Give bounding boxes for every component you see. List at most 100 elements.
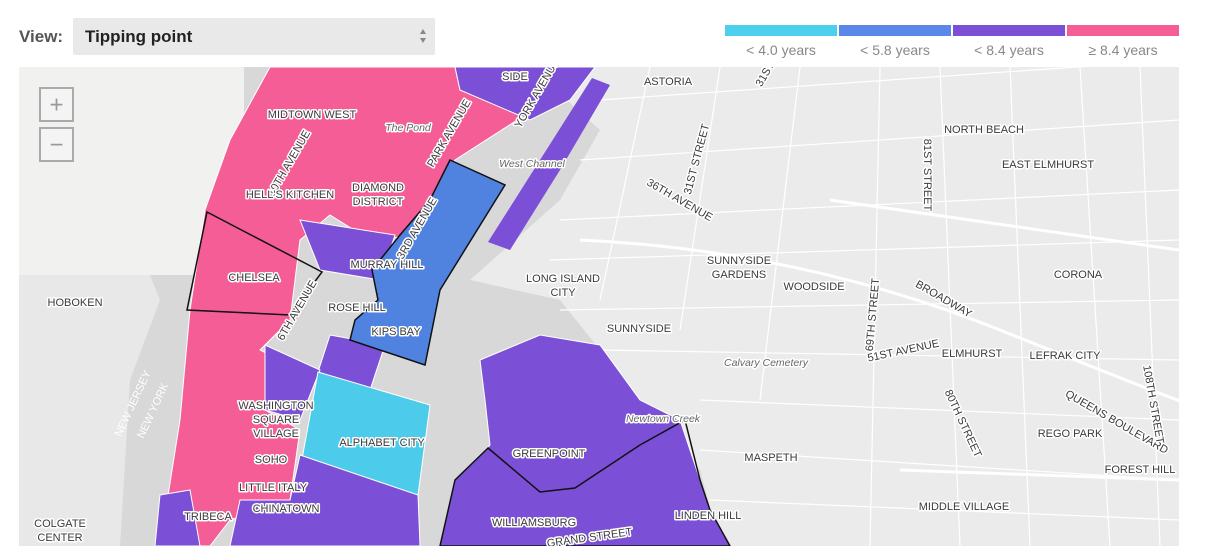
zoom-out[interactable]: − bbox=[49, 132, 63, 159]
map-label: ALPHABET CITY bbox=[339, 437, 425, 449]
map-label: KIPS BAY bbox=[371, 326, 421, 338]
map-label: CHINATOWN bbox=[253, 503, 320, 515]
view-label: View: bbox=[19, 27, 64, 46]
map-label-line: LONG ISLAND bbox=[526, 273, 600, 285]
map-label-line: ROSE HILL bbox=[328, 302, 385, 314]
map-label-line: ALPHABET CITY bbox=[339, 437, 425, 449]
map-label: NORTH BEACH bbox=[944, 124, 1024, 136]
map-label-line: ASTORIA bbox=[644, 76, 693, 88]
map-label-line: CHINATOWN bbox=[253, 503, 320, 515]
map-label-line: SUNNYSIDE bbox=[707, 255, 771, 267]
map-label-line: FOREST HILL bbox=[1105, 464, 1176, 476]
map[interactable]: UPPER EASTSIDEASTORIASTEINWAY31STMIDTOWN… bbox=[19, 67, 1179, 546]
map-label: ELMHURST bbox=[942, 348, 1003, 360]
view-value: Tipping point bbox=[85, 27, 193, 46]
map-label-line: COLGATE bbox=[34, 518, 86, 530]
region[interactable] bbox=[488, 78, 610, 250]
map-label: HELL'S KITCHEN bbox=[246, 189, 334, 201]
map-label: DIAMOND DISTRICT bbox=[352, 182, 404, 208]
map-label: EAST ELMHURST bbox=[1002, 159, 1094, 171]
map-label-line: West Channel bbox=[499, 158, 565, 170]
map-label: SUNNYSIDE bbox=[607, 323, 671, 335]
map-label: 81ST STREET bbox=[921, 139, 933, 212]
map-label: CHELSEA bbox=[228, 272, 280, 284]
map-label: Calvary Cemetery bbox=[724, 357, 809, 369]
map-label-line: DISTRICT bbox=[353, 196, 404, 208]
map-label-line: MIDTOWN WEST bbox=[268, 109, 357, 121]
map-label: LONG ISLAND CITY bbox=[526, 273, 600, 299]
map-label-line: MIDDLE VILLAGE bbox=[919, 501, 1009, 513]
map-label: West Channel bbox=[499, 158, 565, 170]
legend-label: < 4.0 years bbox=[746, 42, 816, 58]
map-label: MIDDLE VILLAGE bbox=[919, 501, 1009, 513]
view-select[interactable]: Tipping point bbox=[73, 18, 435, 55]
map-label: REGO PARK bbox=[1038, 428, 1103, 440]
legend-swatch bbox=[1067, 25, 1179, 36]
map-label-line: The Pond bbox=[385, 122, 432, 134]
map-label-line: WILLIAMSBURG bbox=[492, 517, 576, 529]
map-label-line: LINDEN HILL bbox=[675, 510, 742, 522]
map-label-line: Newtown Creek bbox=[626, 413, 701, 425]
zoom-out-button[interactable] bbox=[39, 127, 74, 162]
legend-label: ≥ 8.4 years bbox=[1088, 42, 1158, 58]
land-queens bbox=[470, 67, 1179, 546]
legend-item: < 8.4 years bbox=[953, 25, 1065, 58]
map-label-line: SIDE bbox=[502, 71, 528, 83]
map-label: SUNNYSIDE GARDENS bbox=[707, 255, 771, 281]
map-label-line: VILLAGE bbox=[253, 428, 299, 440]
legend-item: < 4.0 years bbox=[725, 25, 837, 58]
map-label-line: WASHINGTON bbox=[238, 400, 313, 412]
zoom-in[interactable]: + bbox=[49, 92, 63, 119]
map-label: LITTLE ITALY bbox=[239, 482, 308, 494]
map-label-line: MURRAY HILL bbox=[351, 259, 424, 271]
map-label-line: DIAMOND bbox=[352, 182, 404, 194]
map-label-line: SUNNYSIDE bbox=[607, 323, 671, 335]
region[interactable] bbox=[264, 344, 321, 421]
map-label-line: Calvary Cemetery bbox=[724, 357, 809, 369]
map-label: WOODSIDE bbox=[783, 281, 844, 293]
map-label-line: WOODSIDE bbox=[783, 281, 844, 293]
map-label-line: TRIBECA bbox=[184, 511, 232, 523]
map-label-line: GREENPOINT bbox=[513, 448, 586, 460]
map-label: ASTORIA bbox=[644, 76, 693, 88]
region[interactable] bbox=[349, 159, 507, 366]
map-label: LINDEN HILL bbox=[675, 510, 742, 522]
legend-item: < 5.8 years bbox=[839, 25, 951, 58]
region[interactable] bbox=[154, 489, 201, 546]
map-label: GREENPOINT bbox=[513, 448, 586, 460]
map-label-line: MASPETH bbox=[744, 452, 797, 464]
map-label-line: KIPS BAY bbox=[371, 326, 421, 338]
map-label-line: CENTER bbox=[37, 532, 82, 544]
map-label: The Pond bbox=[385, 122, 432, 134]
map-label-line: ELMHURST bbox=[942, 348, 1003, 360]
map-label-line: LEFRAK CITY bbox=[1030, 350, 1102, 362]
map-label: COLGATE CENTER bbox=[34, 518, 86, 544]
zoom-in-button[interactable] bbox=[39, 87, 74, 122]
map-label: ROSE HILL bbox=[328, 302, 385, 314]
map-label: Newtown Creek bbox=[626, 413, 701, 425]
region[interactable] bbox=[454, 67, 596, 121]
map-label: MURRAY HILL bbox=[351, 259, 424, 271]
map-label: MASPETH bbox=[744, 452, 797, 464]
legend-swatch bbox=[839, 25, 951, 36]
map-label-line: HELL'S KITCHEN bbox=[246, 189, 334, 201]
map-label: HOBOKEN bbox=[47, 297, 102, 309]
region[interactable] bbox=[229, 454, 421, 546]
map-label-line: 81ST STREET bbox=[921, 139, 933, 212]
legend-label: < 8.4 years bbox=[974, 42, 1044, 58]
legend-item: ≥ 8.4 years bbox=[1067, 25, 1179, 58]
map-label: MIDTOWN WEST bbox=[268, 109, 357, 121]
map-label-line: SQUARE bbox=[253, 414, 299, 426]
map-label: FOREST HILL bbox=[1105, 464, 1176, 476]
map-label: UPPER EAST SIDE bbox=[480, 67, 550, 83]
region-outline bbox=[439, 418, 731, 546]
region-outline bbox=[186, 210, 324, 316]
map-label-line: LITTLE ITALY bbox=[239, 482, 308, 494]
legend-swatch bbox=[953, 25, 1065, 36]
map-label-line: CORONA bbox=[1054, 269, 1103, 281]
map-label-line: SOHO bbox=[255, 454, 288, 466]
map-label: CORONA bbox=[1054, 269, 1103, 281]
map-label-line: HOBOKEN bbox=[47, 297, 102, 309]
zoom-controls: + − bbox=[39, 87, 74, 162]
map-label-line: CITY bbox=[550, 287, 576, 299]
